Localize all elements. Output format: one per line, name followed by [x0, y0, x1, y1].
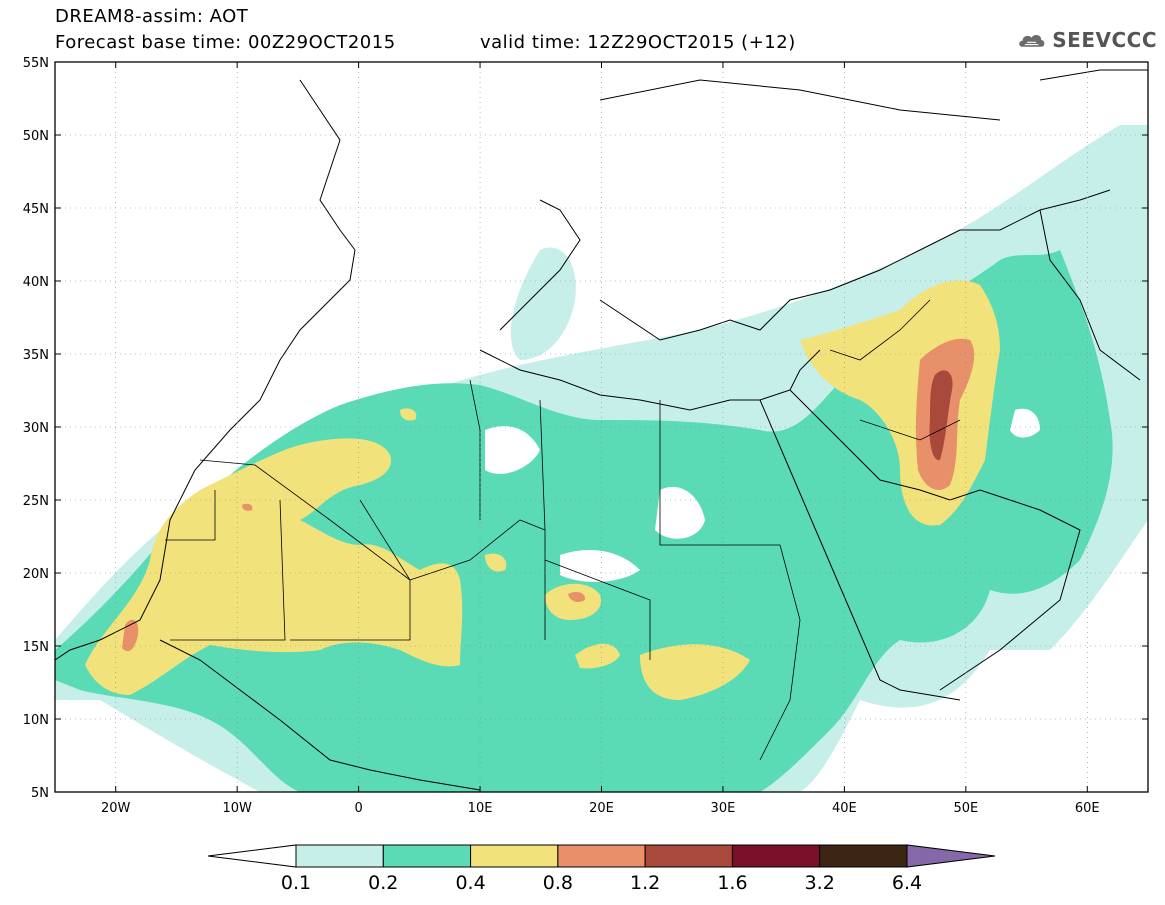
- colorbar-label: 0.1: [281, 872, 311, 894]
- colorbar-box: [470, 844, 559, 868]
- colorbar-box: [382, 844, 472, 868]
- lat-label: 10N: [23, 713, 49, 728]
- colorbar-label: 0.4: [455, 872, 485, 894]
- lon-label: 0: [354, 801, 362, 816]
- country-borders: [165, 299, 961, 761]
- lon-label: 40E: [832, 801, 857, 816]
- colorbar-label: 3.2: [805, 872, 835, 894]
- colorbar-box: [731, 844, 821, 868]
- lat-label: 20N: [23, 567, 49, 582]
- seevccc-logo: SEEVCCC: [1017, 22, 1157, 58]
- lat-label: 35N: [23, 348, 49, 363]
- colorbar-low-arrow: [207, 844, 297, 868]
- lat-label: 45N: [23, 202, 49, 217]
- colorbar-high-arrow: [906, 844, 996, 868]
- lat-label: 50N: [23, 129, 49, 144]
- cloud-icon: [1019, 34, 1045, 47]
- valid-time: valid time: 12Z29OCT2015 (+12): [480, 32, 796, 53]
- colorbar-label: 0.8: [543, 872, 573, 894]
- lat-label: 15N: [23, 640, 49, 655]
- aot-field-low-patches: [485, 408, 1040, 582]
- coastlines: [55, 69, 1148, 791]
- latitude-labels: 55N 50N 45N 40N 35N 30N 25N 20N 15N 10N 5N: [23, 56, 1148, 801]
- lon-label: 60E: [1075, 801, 1100, 816]
- graticule: [55, 62, 1148, 792]
- longitude-labels: 20W 10W 0 10E 20E 30E 40E 50E 60E: [101, 62, 1100, 816]
- lat-label: 40N: [23, 275, 49, 290]
- colorbar-label: 1.2: [630, 872, 660, 894]
- map-title: DREAM8-assim: AOT: [55, 6, 249, 27]
- lon-label: 30E: [711, 801, 736, 816]
- lon-label: 10W: [222, 801, 252, 816]
- lon-label: 50E: [953, 801, 978, 816]
- lat-label: 25N: [23, 494, 49, 509]
- lat-label: 5N: [31, 786, 49, 801]
- forecast-base-time: Forecast base time: 00Z29OCT2015: [55, 32, 396, 53]
- colorbar-box: [295, 844, 384, 868]
- colorbar-box: [819, 844, 908, 868]
- lat-label: 55N: [23, 56, 49, 71]
- aot-colorbar: [207, 844, 996, 868]
- aot-field-level-1-2: [929, 370, 953, 461]
- colorbar-label: 1.6: [717, 872, 747, 894]
- lat-label: 30N: [23, 421, 49, 436]
- colorbar-labels: 0.1 0.2 0.4 0.8 1.2 1.6 3.2 6.4: [281, 872, 922, 894]
- lon-label: 10E: [468, 801, 493, 816]
- colorbar-label: 0.2: [368, 872, 398, 894]
- logo-text: SEEVCCC: [1052, 28, 1157, 52]
- lon-label: 20W: [101, 801, 131, 816]
- colorbar-box: [557, 844, 646, 868]
- colorbar-label: 6.4: [892, 872, 922, 894]
- colorbar-box: [644, 844, 733, 868]
- lon-label: 20E: [589, 801, 614, 816]
